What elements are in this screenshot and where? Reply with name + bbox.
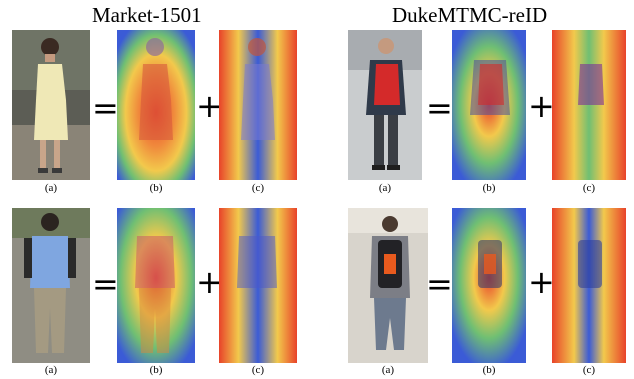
heatmap-market-man-b (117, 208, 195, 363)
plus-sign: + (196, 87, 223, 125)
title-duke: DukeMTMC-reID (392, 3, 548, 27)
heatmap-duke-redjacket-c (552, 30, 626, 180)
plus-sign: + (528, 263, 555, 301)
heatmap-duke-backpack-b (452, 208, 526, 363)
plus-sign: + (528, 87, 555, 125)
plus-sign: + (196, 263, 223, 301)
image-market-woman-original (12, 30, 90, 180)
caption-a: (a) (44, 182, 58, 194)
caption-b: (b) (482, 364, 496, 376)
caption-c: (c) (582, 182, 596, 194)
image-duke-redjacket-original (348, 30, 422, 180)
equals-sign: = (426, 265, 453, 303)
heatmap-market-man-c (219, 208, 297, 363)
caption-c: (c) (251, 364, 265, 376)
caption-b: (b) (482, 182, 496, 194)
caption-a: (a) (44, 364, 58, 376)
heatmap-duke-backpack-c (552, 208, 626, 363)
caption-a: (a) (378, 182, 392, 194)
heatmap-duke-redjacket-b (452, 30, 526, 180)
equals-sign: = (426, 89, 453, 127)
equals-sign: = (92, 265, 119, 303)
image-market-man-original (12, 208, 90, 363)
heatmap-market-woman-c (219, 30, 297, 180)
caption-c: (c) (582, 364, 596, 376)
image-duke-backpack-original (348, 208, 428, 363)
caption-a: (a) (381, 364, 395, 376)
caption-b: (b) (149, 182, 163, 194)
caption-b: (b) (149, 364, 163, 376)
equals-sign: = (92, 89, 119, 127)
title-market: Market-1501 (92, 3, 202, 27)
heatmap-market-woman-b (117, 30, 195, 180)
caption-c: (c) (251, 182, 265, 194)
